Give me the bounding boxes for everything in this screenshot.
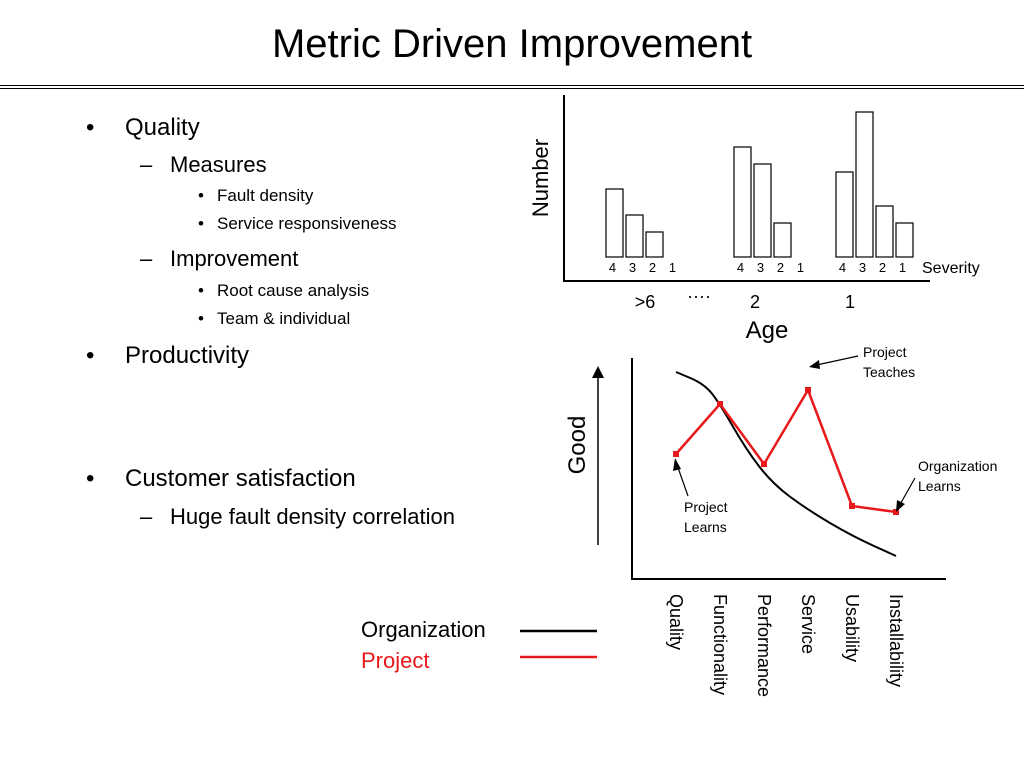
severity-tick-label: 4 (839, 260, 846, 275)
bar-y-axis-label: Number (528, 139, 553, 217)
bullet-huge-fault: Huge fault density correlation (170, 504, 455, 529)
category-tick-label: Usability (842, 594, 862, 662)
dot-marker: • (198, 214, 204, 233)
series-project-point (717, 401, 723, 407)
severity-tick-label: 3 (859, 260, 866, 275)
annotation-arrow-head (673, 458, 681, 471)
age-ellipsis: ···· (687, 286, 711, 306)
dot-marker: • (198, 281, 204, 300)
bar-severity-2 (645, 231, 664, 258)
bar-severity-2 (773, 222, 792, 258)
annotation-arrow (811, 355, 859, 367)
annotation-project-teaches: Teaches (863, 364, 915, 380)
annotation-arrow-head (896, 500, 905, 512)
category-tick-label: Service (798, 594, 818, 654)
bar-severity-4 (835, 171, 854, 258)
severity-tick-label: 3 (757, 260, 764, 275)
bar-severity-2 (875, 205, 894, 258)
slide-title: Metric Driven Improvement (271, 22, 753, 66)
bullet-customer-satisfaction: Customer satisfaction (125, 465, 356, 492)
severity-tick-label: 4 (737, 260, 744, 275)
severity-tick-label: 2 (649, 260, 656, 275)
annotation-project-learns: Learns (684, 519, 727, 535)
series-project-point (673, 451, 679, 457)
bullet-service-responsiveness: Service responsiveness (217, 214, 397, 233)
severity-tick-label: 3 (629, 260, 636, 275)
bullet-root-cause: Root cause analysis (217, 281, 370, 300)
bullet-improvement: Improvement (170, 246, 299, 271)
bullet-productivity: Productivity (125, 342, 250, 369)
bullet-marker: • (86, 114, 95, 141)
category-tick-label: Quality (666, 594, 686, 650)
age-tick-label: 1 (845, 292, 855, 312)
dot-marker: • (198, 309, 204, 328)
bar-severity-4 (733, 146, 752, 258)
annotation-project-teaches: Project (863, 344, 907, 360)
line-y-axis-label: Good (564, 416, 591, 475)
severity-tick-label: 1 (797, 260, 804, 275)
dot-marker: • (198, 186, 204, 205)
bullet-team-individual: Team & individual (217, 309, 351, 328)
category-tick-label: Functionality (710, 594, 730, 695)
bar-severity-3 (855, 111, 874, 258)
series-project-point (761, 461, 767, 467)
good-arrow-head (592, 366, 604, 378)
annotation-organization-learns: Organization (918, 458, 997, 474)
category-tick-label: Performance (754, 594, 774, 697)
title-divider (0, 85, 1024, 89)
bar-severity-3 (753, 163, 772, 258)
severity-tick-label: 4 (609, 260, 616, 275)
series-organization-line (675, 371, 897, 557)
age-tick-label: 2 (750, 292, 760, 312)
bar-severity-4 (605, 188, 624, 258)
severity-tick-label: 2 (879, 260, 886, 275)
dash-marker: – (140, 246, 153, 271)
category-tick-label: Installability (886, 594, 906, 687)
severity-tick-label: 1 (899, 260, 906, 275)
bullet-fault-density: Fault density (217, 186, 314, 205)
severity-tick-label: 2 (777, 260, 784, 275)
series-project-line (675, 387, 897, 514)
bullet-measures: Measures (170, 152, 267, 177)
bullet-quality: Quality (125, 114, 200, 141)
annotation-project-learns: Project (684, 499, 728, 515)
severity-label: Severity (922, 260, 980, 277)
bar-x-axis-label: Age (746, 317, 789, 344)
age-tick-label: >6 (635, 292, 656, 312)
severity-tick-label: 1 (669, 260, 676, 275)
annotation-arrow-head (809, 360, 820, 369)
bar-severity-3 (625, 214, 644, 258)
bullet-marker: • (86, 342, 95, 369)
bullet-list: • Quality – Measures • Fault density • S… (0, 0, 520, 560)
bullet-marker: • (86, 465, 95, 492)
annotation-organization-learns: Learns (918, 478, 961, 494)
series-project-point (805, 387, 811, 393)
bar-severity-1 (895, 222, 914, 258)
dash-marker: – (140, 152, 153, 177)
dash-marker: – (140, 504, 153, 529)
series-project-point (849, 503, 855, 509)
